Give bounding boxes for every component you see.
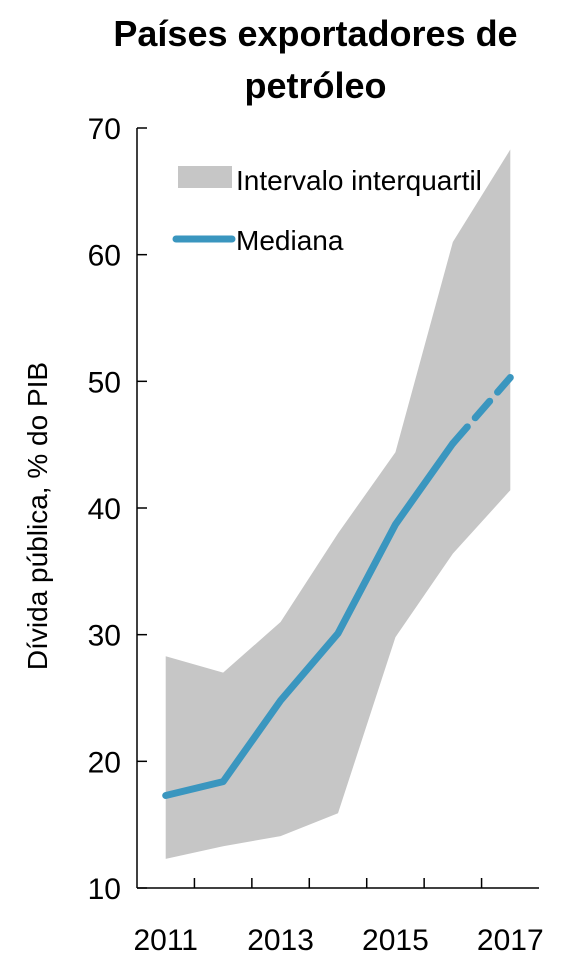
y-tick-label: 60 [88,240,121,273]
y-tick-label: 30 [88,620,121,653]
median-line-projected [449,374,514,447]
legend-swatch-band [178,166,232,188]
iqr-band [165,149,511,859]
y-tick-label: 20 [88,746,121,779]
median-line [162,439,457,800]
y-tick-label: 70 [88,113,121,146]
x-tick-label: 2015 [362,924,429,957]
y-tick-label: 10 [88,873,121,906]
x-tick-label: 2017 [477,924,544,957]
x-tick-label: 2011 [133,924,198,957]
chart-title: Países exportadores de petróleo [113,13,518,106]
y-tick-label: 50 [88,366,121,399]
x-tick-label: 2013 [247,924,314,957]
legend-label-band: Intervalo interquartil [236,165,482,196]
y-tick-label: 40 [88,493,121,526]
legend-label-line: Mediana [236,225,344,256]
legend: Intervalo interquartil Mediana [172,165,482,256]
